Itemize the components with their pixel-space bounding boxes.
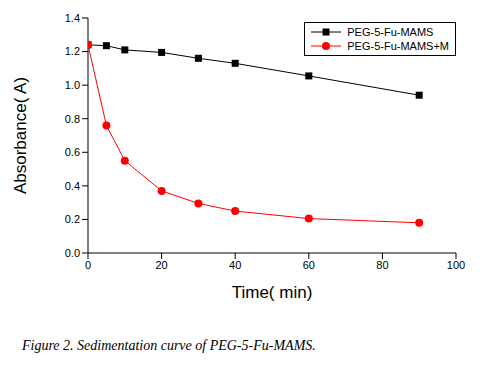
- html-text:PEG-5-Fu-MAMS: PEG-5-Fu-MAMS: [347, 26, 434, 38]
- svg-text:0.2: 0.2: [65, 213, 80, 225]
- svg-text:0.8: 0.8: [65, 113, 80, 125]
- svg-text:0.0: 0.0: [65, 247, 80, 259]
- svg-text:80: 80: [376, 259, 388, 271]
- svg-text:1.4: 1.4: [65, 12, 80, 24]
- svg-text:0.6: 0.6: [65, 146, 80, 158]
- svg-text:20: 20: [155, 259, 167, 271]
- html-text:Figure 2. Sedimentation curve: Figure 2. Sedimentation curve of PEG-5-F…: [22, 338, 316, 353]
- svg-text:Absorbance( A): Absorbance( A): [11, 77, 30, 194]
- svg-text:0.4: 0.4: [65, 180, 80, 192]
- svg-text:1.2: 1.2: [65, 45, 80, 57]
- svg-text:Time( min): Time( min): [232, 283, 313, 302]
- svg-text:40: 40: [229, 259, 241, 271]
- svg-text:100: 100: [447, 259, 465, 271]
- html-text:PEG-5-Fu-MAMS+M: PEG-5-Fu-MAMS+M: [347, 40, 449, 52]
- svg-text:1.0: 1.0: [65, 79, 80, 91]
- svg-text:0: 0: [85, 259, 91, 271]
- svg-text:60: 60: [303, 259, 315, 271]
